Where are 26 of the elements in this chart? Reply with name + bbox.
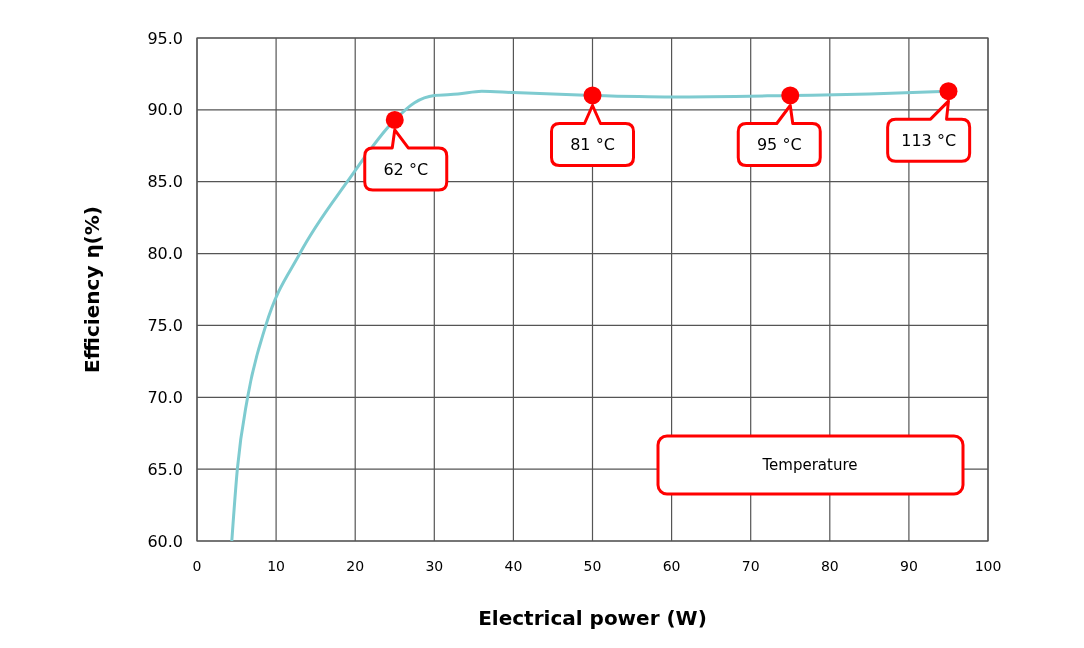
x-tick-label: 40 bbox=[504, 558, 523, 574]
x-tick-label: 30 bbox=[425, 558, 444, 574]
x-tick-label: 0 bbox=[192, 558, 202, 574]
y-tick-label: 90.0 bbox=[147, 100, 183, 120]
y-tick-label: 75.0 bbox=[147, 316, 183, 336]
y-tick-label: 85.0 bbox=[147, 172, 183, 192]
annotation: 95 °C bbox=[756, 135, 802, 155]
y-tick-label: 70.0 bbox=[147, 387, 183, 407]
x-axis-title: Electrical power (W) bbox=[478, 606, 707, 630]
x-tick-label: 60 bbox=[662, 558, 681, 574]
x-tick-label: 80 bbox=[820, 558, 839, 574]
y-tick-label: 60.0 bbox=[147, 531, 183, 551]
x-tick-label: 70 bbox=[741, 558, 760, 574]
x-tick-label: 100 bbox=[974, 558, 1002, 574]
annotation: 62 °C bbox=[383, 159, 429, 179]
annotation: 113 °C bbox=[901, 130, 957, 150]
y-tick-label: 80.0 bbox=[147, 244, 183, 264]
x-tick-label: 90 bbox=[899, 558, 918, 574]
x-tick-label: 20 bbox=[346, 558, 365, 574]
y-tick-label: 65.0 bbox=[147, 459, 183, 479]
annotation: 81 °C bbox=[570, 135, 615, 155]
y-tick-label: 95.0 bbox=[147, 28, 183, 48]
x-tick-label: 10 bbox=[267, 558, 286, 574]
annotation: Temperature bbox=[761, 456, 858, 475]
x-tick-label: 50 bbox=[583, 558, 602, 574]
y-axis-title: Efficiency η(%) bbox=[80, 206, 104, 373]
